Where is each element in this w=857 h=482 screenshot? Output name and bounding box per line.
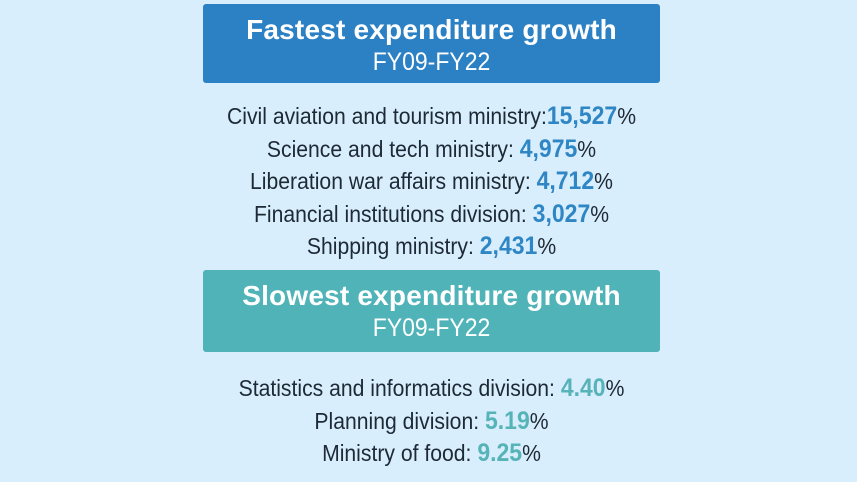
- item-suffix: %: [594, 168, 613, 194]
- item-suffix: %: [590, 200, 610, 227]
- growth-row: Financial institutions division: 3,027%: [221, 198, 641, 231]
- growth-row: Civil aviation and tourism ministry:15,5…: [221, 100, 641, 133]
- growth-row: Statistics and informatics division: 4.4…: [221, 372, 641, 405]
- growth-row: Planning division: 5.19%: [221, 405, 641, 438]
- item-suffix: %: [577, 135, 597, 162]
- fastest-growth-list: Civil aviation and tourism ministry:15,5…: [203, 100, 660, 263]
- slowest-growth-list: Statistics and informatics division: 4.4…: [203, 372, 660, 470]
- item-value: 15,527: [546, 102, 618, 130]
- slowest-growth-subtitle: FY09-FY22: [372, 314, 491, 342]
- item-label: Ministry of food:: [322, 440, 478, 466]
- item-label: Planning division:: [314, 407, 485, 434]
- growth-row: Shipping ministry: 2,431%: [221, 230, 641, 263]
- growth-row: Science and tech ministry: 4,975%: [221, 133, 641, 166]
- slowest-growth-title: Slowest expenditure growth: [242, 280, 621, 311]
- item-label: Liberation war affairs ministry:: [250, 168, 537, 194]
- item-value: 9.25: [477, 439, 523, 467]
- item-value: 4.40: [560, 374, 606, 402]
- fastest-growth-title: Fastest expenditure growth: [246, 14, 617, 45]
- growth-row: Ministry of food: 9.25%: [221, 437, 641, 470]
- slowest-growth-header: Slowest expenditure growth FY09-FY22: [203, 270, 660, 352]
- item-label: Shipping ministry:: [306, 233, 480, 259]
- item-suffix: %: [617, 103, 637, 129]
- item-label: Financial institutions division:: [253, 200, 533, 227]
- item-suffix: %: [537, 233, 557, 259]
- item-value: 3,027: [532, 199, 591, 228]
- item-label: Civil aviation and tourism ministry:: [226, 103, 547, 129]
- fastest-growth-subtitle: FY09-FY22: [372, 48, 491, 76]
- item-value: 2,431: [479, 232, 538, 260]
- item-suffix: %: [529, 407, 549, 434]
- growth-row: Liberation war affairs ministry: 4,712%: [221, 165, 641, 198]
- item-suffix: %: [605, 375, 625, 401]
- item-suffix: %: [522, 440, 541, 466]
- item-value: 4,975: [519, 134, 578, 163]
- item-value: 4,712: [536, 167, 595, 195]
- fastest-growth-header: Fastest expenditure growth FY09-FY22: [203, 4, 660, 83]
- item-label: Science and tech ministry:: [266, 135, 520, 162]
- item-value: 5.19: [484, 406, 530, 435]
- item-label: Statistics and informatics division:: [238, 375, 561, 401]
